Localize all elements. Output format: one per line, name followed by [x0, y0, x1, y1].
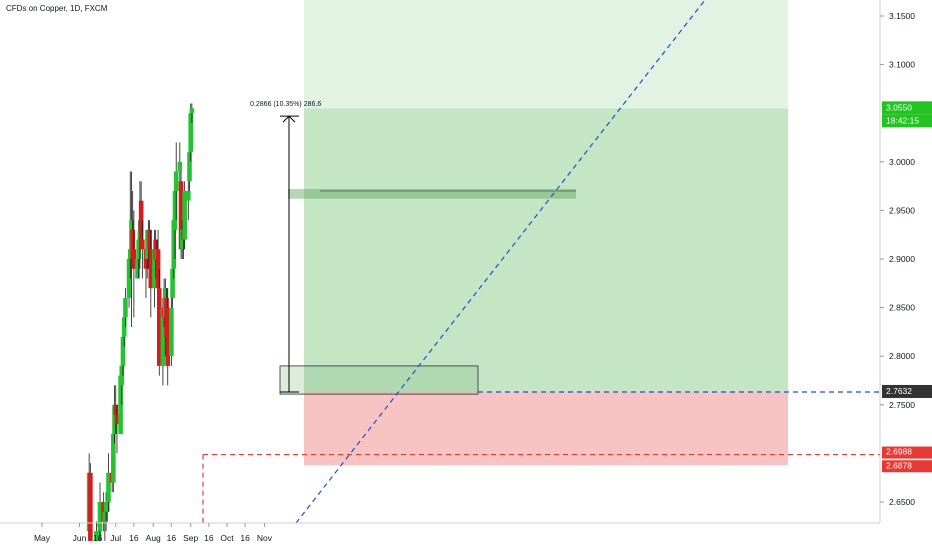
y-tick-label: 2.9000 [889, 254, 915, 264]
candle-body [127, 249, 133, 259]
y-tick-label: 3.0000 [889, 157, 915, 167]
candle-body [131, 249, 137, 269]
candle-body [188, 113, 194, 153]
candle-body [96, 531, 102, 541]
candle-body [112, 404, 117, 434]
y-tick-label: 2.8500 [889, 303, 915, 313]
candle-body [120, 336, 126, 366]
entry-price-badge-label: 2.7632 [886, 386, 912, 396]
candle-body [119, 365, 125, 386]
candle-body [155, 249, 161, 289]
candle-body [171, 220, 177, 269]
x-tick-label: Jul [110, 533, 121, 543]
candle-body [169, 307, 174, 357]
candle-body [177, 161, 183, 172]
candle-body [140, 239, 145, 250]
candle-body [135, 259, 140, 279]
candle-body [173, 171, 179, 191]
candle-body [182, 190, 187, 240]
stop-price-badge [882, 446, 932, 459]
candle-body [138, 200, 144, 240]
candle-body [102, 511, 108, 522]
measure-label: 0.2866 (10.35%) 286.6 [250, 101, 321, 108]
candle-body [185, 190, 191, 201]
y-tick-label: 2.8000 [889, 351, 915, 361]
candle-body [94, 531, 99, 541]
trendline [295, 0, 706, 524]
x-tick-label: May [34, 533, 51, 543]
candle-body [130, 229, 135, 259]
measure-arrowhead [282, 115, 296, 123]
x-tick-label: 16 [167, 533, 177, 543]
y-tick-label: 3.1500 [889, 11, 915, 21]
x-tick-label: 16 [240, 533, 250, 543]
stop-price-badge-label: 2.6988 [886, 447, 912, 457]
candle-body [144, 249, 150, 259]
candle-body [172, 190, 178, 230]
x-tick-label: Sep [183, 533, 198, 543]
current-price-badge [882, 101, 932, 115]
current-price-badge-label: 3.0550 [886, 102, 912, 112]
candle-body [126, 259, 132, 298]
target-zone-upper [304, 0, 788, 109]
candle-body [136, 239, 142, 259]
support-box [279, 365, 479, 395]
x-tick-label: 16 [93, 533, 103, 543]
candle-body [114, 414, 120, 425]
stop-zone [304, 391, 788, 466]
x-tick-label: Nov [257, 533, 273, 543]
candle-body [104, 502, 110, 512]
candle-body [123, 297, 128, 318]
y-tick-label: 3.1000 [889, 60, 915, 70]
candle-body [170, 268, 175, 298]
candle-body [189, 108, 195, 114]
y-tick-label: 2.6500 [889, 497, 915, 507]
chart-title: CFDs on Copper, 1D, FXCM [6, 4, 108, 13]
candle-body [147, 229, 152, 250]
candle-body [165, 307, 171, 366]
candle-body [121, 317, 127, 337]
x-tick-label: Aug [146, 533, 161, 543]
candle-body [111, 433, 116, 483]
candle-body [187, 152, 192, 182]
x-tick-label: 16 [129, 533, 139, 543]
candle-body [97, 502, 103, 532]
resistance-band [288, 189, 576, 199]
candle-body [178, 181, 184, 250]
candle-body [118, 375, 123, 434]
entry-price-badge [882, 384, 932, 398]
candle-body [156, 288, 162, 366]
x-tick-label: Jun [73, 533, 87, 543]
stop-alt-badge-label: 2.6878 [886, 460, 912, 470]
x-tick-label: Oct [220, 533, 234, 543]
candle-body [148, 249, 154, 289]
candle-body [152, 249, 157, 289]
candle-body [113, 404, 119, 415]
countdown-badge-label: 18:42:15 [886, 115, 919, 125]
y-tick-label: 2.9500 [889, 205, 915, 215]
candle-body [106, 472, 111, 502]
x-tick-label: 16 [204, 533, 214, 543]
target-zone [304, 108, 788, 392]
countdown-badge [882, 114, 932, 128]
stop-alt-badge [882, 460, 932, 473]
y-tick-label: 2.7500 [889, 400, 915, 410]
candle-body [88, 472, 93, 541]
candle-body [160, 307, 166, 366]
